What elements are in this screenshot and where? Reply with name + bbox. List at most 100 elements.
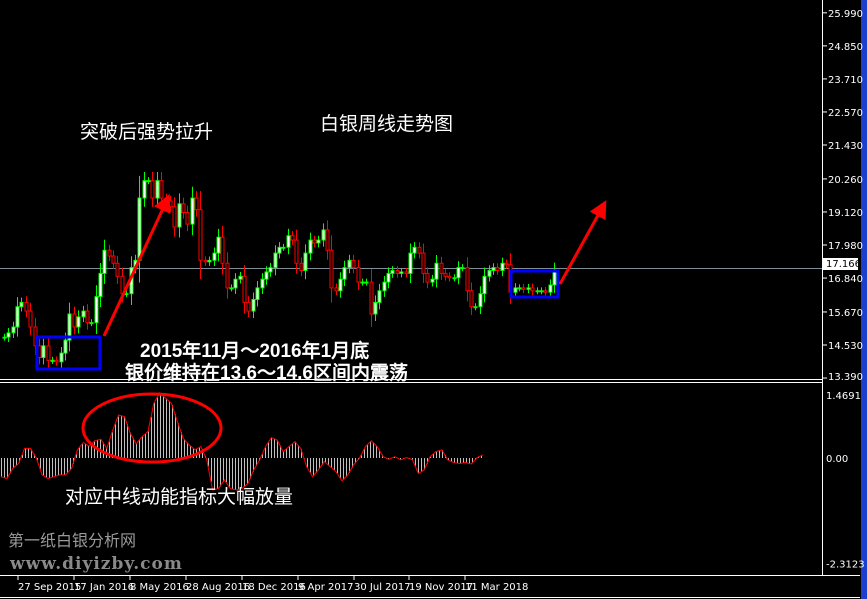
price-tick-label: 20.260 <box>828 175 863 186</box>
candle-body <box>115 262 120 277</box>
candle <box>6 328 11 342</box>
candle-body <box>50 359 55 362</box>
candle-body <box>111 255 116 264</box>
candle-body <box>177 203 182 228</box>
candle-body <box>268 267 273 273</box>
candle-body <box>543 290 548 293</box>
current-price-label-bg <box>823 258 858 270</box>
candle-body <box>168 200 173 208</box>
candle-body <box>504 262 509 266</box>
candle-body <box>273 252 278 269</box>
candle <box>548 279 553 298</box>
candle-body <box>434 262 439 280</box>
candle <box>500 257 505 277</box>
candle-body <box>552 270 557 286</box>
candle <box>46 338 51 369</box>
price-axis: 25.990 24.850 23.710 22.570 21.430 20.260 19.1… <box>823 9 863 383</box>
candle-body <box>412 246 417 254</box>
candle-body <box>360 281 365 284</box>
candle <box>194 191 199 217</box>
candle-body <box>142 180 147 199</box>
candle <box>281 243 286 251</box>
candle <box>225 252 230 299</box>
candle <box>342 260 347 287</box>
candle <box>177 193 182 238</box>
annotation-range-line1: 2015年11月～2016年1月底 <box>140 339 369 362</box>
candle <box>360 278 365 286</box>
candle-body <box>430 278 435 283</box>
candle <box>517 284 522 292</box>
candle-body <box>94 296 99 324</box>
momentum-highlight-ellipse <box>81 392 223 464</box>
candle-body <box>185 212 190 225</box>
candle <box>41 338 46 365</box>
candle <box>19 297 24 312</box>
price-tick-label: 24.850 <box>828 42 863 53</box>
candle-body <box>159 180 164 199</box>
candle <box>482 267 487 303</box>
candle <box>24 296 29 318</box>
candle <box>124 290 129 298</box>
candle <box>504 259 509 269</box>
price-tick-label: 19.120 <box>828 208 863 219</box>
candle <box>264 266 269 285</box>
time-tick-label: 30 Jul 2017 <box>354 582 411 593</box>
candle-body <box>164 197 169 202</box>
candle-body <box>373 301 378 315</box>
candle <box>233 273 238 294</box>
candle-body <box>517 287 522 290</box>
candle <box>526 283 531 294</box>
candle-body <box>264 271 269 280</box>
time-tick-label: 8 May 2016 <box>130 582 189 593</box>
candle <box>386 267 391 289</box>
candle-body <box>277 246 282 254</box>
candle-body <box>478 293 483 308</box>
candle-body <box>146 180 151 183</box>
candle <box>94 285 99 334</box>
candle-body <box>81 310 86 318</box>
candle-body <box>334 287 339 292</box>
candle <box>329 235 334 303</box>
candle <box>150 171 155 207</box>
candle <box>417 242 422 259</box>
candle <box>216 228 221 262</box>
candle <box>308 232 313 261</box>
candle <box>535 287 540 295</box>
time-tick-label: 9 Apr 2017 <box>298 582 353 593</box>
annotation-momentum: 对应中线动能指标大幅放量 <box>65 486 293 508</box>
indicator-tick-label: -2.3123 <box>826 559 865 570</box>
candle-body <box>308 239 313 254</box>
candle-body <box>535 290 540 293</box>
candle <box>312 235 317 248</box>
candle-body <box>67 313 72 341</box>
candle-body <box>72 313 77 328</box>
candle-body <box>41 345 46 358</box>
candle <box>425 267 430 289</box>
candle-body <box>190 197 195 225</box>
candle-body <box>342 267 347 280</box>
candle-body <box>386 272 391 283</box>
candle-body <box>220 236 225 264</box>
candle-body <box>460 267 465 270</box>
candle <box>373 295 378 321</box>
candle <box>146 177 151 185</box>
candle <box>277 242 282 259</box>
candle-body <box>85 310 90 324</box>
indicator-axis: 1.4691 0.00 -2.3123 <box>826 391 865 570</box>
candle-body <box>404 271 409 274</box>
candle-body <box>351 259 356 269</box>
time-tick-label: 18 Dec 2016 <box>242 582 306 593</box>
candle-body <box>417 246 422 254</box>
candle-body <box>212 252 217 261</box>
candle <box>430 274 435 287</box>
candle-body <box>548 284 553 293</box>
candle-body <box>63 339 68 354</box>
candle-body <box>76 316 81 328</box>
candle <box>111 250 116 269</box>
candle-body <box>443 272 448 277</box>
candle-body <box>447 275 452 279</box>
candle <box>190 186 195 236</box>
candle-body <box>469 290 474 308</box>
candle <box>334 283 339 296</box>
